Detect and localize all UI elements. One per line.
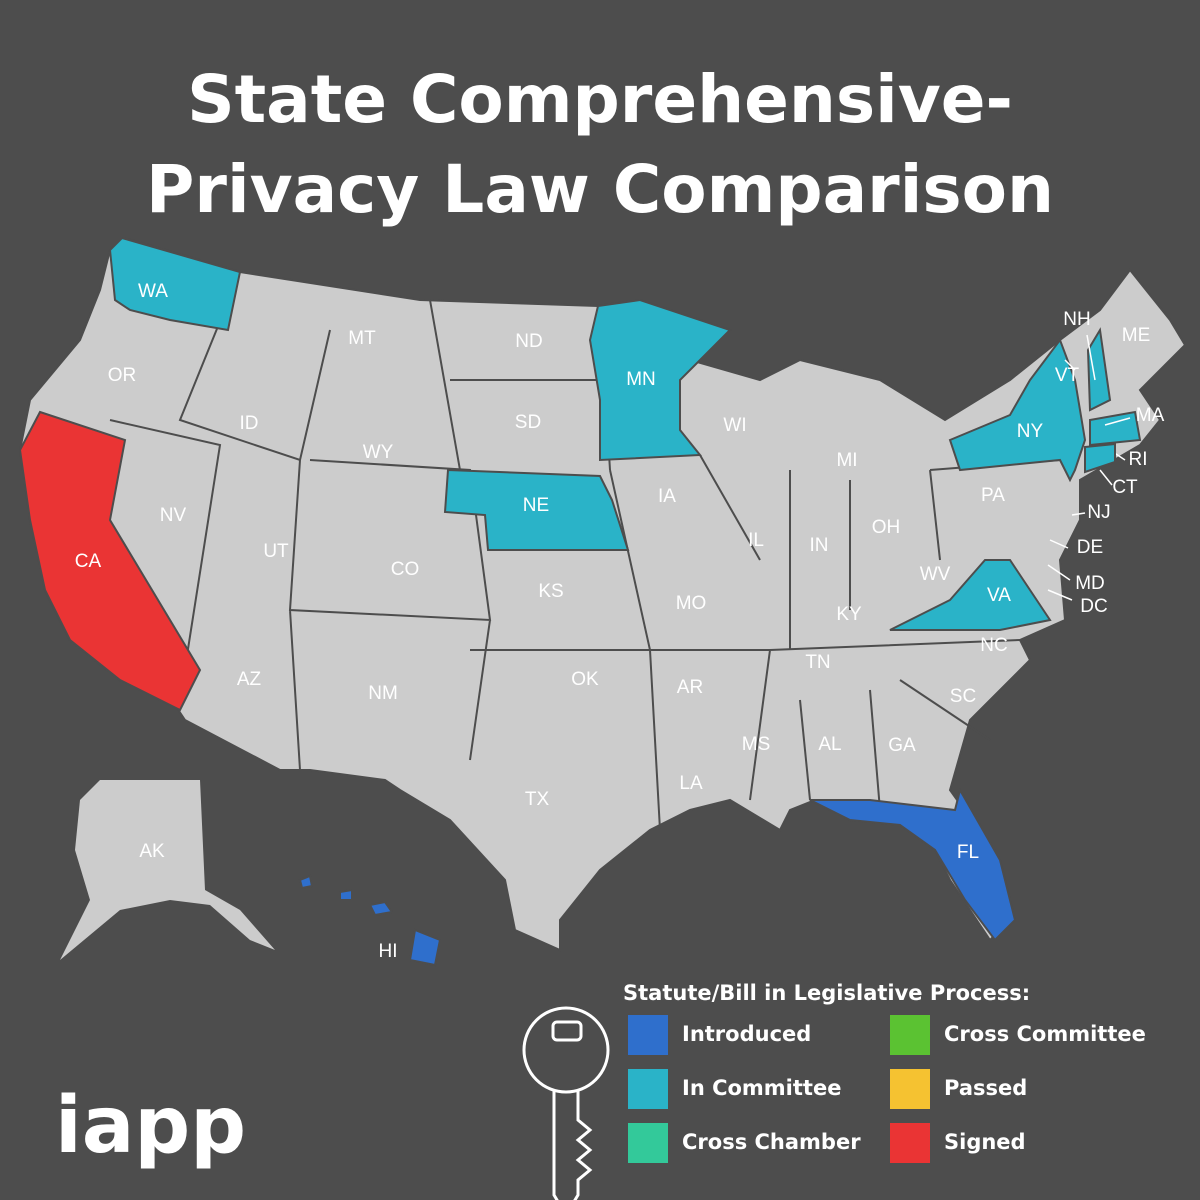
state-label: WI — [723, 415, 746, 436]
state-label: AL — [818, 734, 841, 755]
state-shape — [588, 298, 732, 462]
state-shape — [368, 900, 394, 917]
state-label: NJ — [1087, 502, 1110, 523]
state-label: NM — [368, 683, 398, 704]
leader-line — [1064, 359, 1076, 371]
state-shape — [948, 337, 1087, 483]
state-label: VT — [1055, 365, 1080, 386]
legend-swatch — [628, 1015, 668, 1055]
legend-swatch — [890, 1015, 930, 1055]
leader-line — [1047, 564, 1071, 581]
state-label: LA — [679, 773, 703, 794]
state-label: TN — [805, 652, 830, 673]
state-shape — [18, 410, 202, 712]
state-label: HI — [379, 941, 398, 962]
state-label: PA — [981, 485, 1005, 506]
state-label: MA — [1136, 405, 1165, 426]
state-label: SC — [950, 686, 976, 707]
title-line: State Comprehensive- — [187, 61, 1013, 138]
state-shape — [1089, 410, 1142, 447]
legend-label: Signed — [944, 1130, 1026, 1154]
state-label: TX — [525, 789, 550, 810]
state-label: ME — [1122, 325, 1151, 346]
leader-line — [1086, 334, 1096, 381]
legend-title: Statute/Bill in Legislative Process: — [623, 981, 1030, 1005]
state-label: IN — [810, 535, 829, 556]
state-shape — [1084, 442, 1116, 474]
alaska — [60, 780, 275, 960]
state-label: WY — [363, 442, 394, 463]
leader-line — [1104, 417, 1131, 426]
state-label: NY — [1017, 421, 1044, 442]
state-label: NE — [523, 495, 549, 516]
state-label: IA — [658, 486, 676, 507]
state-label: SD — [515, 412, 541, 433]
state-shape — [889, 559, 1052, 631]
legend-swatch — [628, 1069, 668, 1109]
state-label: MN — [626, 369, 656, 390]
leader-line — [1099, 469, 1113, 486]
legend-label: Cross Committee — [944, 1022, 1146, 1046]
state-label: MI — [836, 450, 857, 471]
state-shape — [408, 928, 442, 967]
state-label: DC — [1080, 596, 1107, 617]
state-label: ID — [240, 413, 259, 434]
legend-label: In Committee — [682, 1076, 841, 1100]
state-shape — [809, 787, 1017, 942]
legend-swatch — [890, 1069, 930, 1109]
legend-label: Passed — [944, 1076, 1027, 1100]
state-label: OR — [108, 365, 137, 386]
state-label: IL — [748, 530, 764, 551]
state-label: OH — [872, 517, 901, 538]
state-label: CT — [1112, 477, 1138, 498]
state-label: AZ — [237, 669, 262, 690]
state-label: GA — [888, 735, 916, 756]
state-label: KY — [836, 604, 862, 625]
state-label: UT — [263, 541, 289, 562]
state-shape — [298, 874, 314, 890]
state-label: NV — [160, 505, 187, 526]
state-label: AR — [677, 677, 703, 698]
logo: iapp — [55, 1081, 246, 1171]
state-label: FL — [957, 842, 979, 863]
state-shape — [108, 236, 242, 332]
state-label: MT — [348, 328, 376, 349]
state-shape — [1086, 327, 1112, 412]
state-label: NC — [980, 635, 1007, 656]
state-label: KS — [538, 581, 563, 602]
key-icon — [522, 1006, 610, 1200]
state-shape — [443, 468, 630, 551]
state-label: NH — [1063, 309, 1090, 330]
state-shape — [339, 888, 353, 901]
state-label: CA — [75, 551, 102, 572]
legend-label: Cross Chamber — [682, 1130, 861, 1154]
state-label: MD — [1075, 573, 1105, 594]
state-label: OK — [571, 669, 599, 690]
state-label: WV — [920, 564, 951, 585]
state-label: DE — [1077, 537, 1103, 558]
legend-swatch — [890, 1123, 930, 1163]
state-label: VA — [987, 585, 1011, 606]
leader-line — [1071, 512, 1086, 516]
title-line: Privacy Law Comparison — [146, 151, 1054, 228]
state-label: RI — [1129, 449, 1148, 470]
legend-label: Introduced — [682, 1022, 811, 1046]
state-label: MO — [676, 593, 707, 614]
state-label: ND — [515, 331, 542, 352]
state-label: MS — [742, 734, 771, 755]
leader-line — [1049, 539, 1069, 549]
legend-swatch — [628, 1123, 668, 1163]
state-label: WA — [138, 281, 168, 302]
leader-line — [1047, 589, 1073, 601]
state-label: CO — [391, 559, 420, 580]
state-label: AK — [139, 841, 165, 862]
